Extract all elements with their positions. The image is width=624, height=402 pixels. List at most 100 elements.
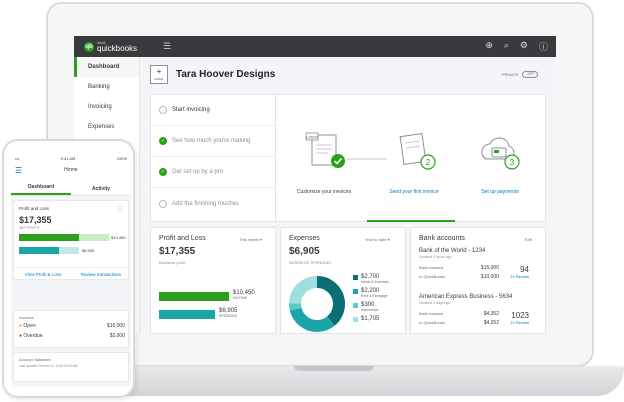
help-icon[interactable]: ⓘ [538,42,548,52]
add-logo-button[interactable]: + LOGO [150,65,168,84]
expenses-donut[interactable] [287,274,347,334]
profit-loss-card: Profit and Loss This month ▾ $17,355 Bus… [150,227,276,334]
send-invoice-icon: 2 [369,127,459,177]
company-name: Tara Hoover Designs [176,69,276,80]
step-start-invoicing[interactable]: Start invoicing [151,95,275,126]
invoice-row-overdue[interactable]: ● Overdue $2,000 [19,333,125,339]
spending-bar [19,247,59,254]
period-filter[interactable]: Year to date ▾ [365,237,390,242]
laptop-screen: qb intuit quickbooks ☰ ⊕ ⌕ ⚙ ⓘ Dashboard … [74,36,556,334]
nav-item-expenses[interactable]: Expenses [88,124,115,130]
privacy-toggle[interactable]: OFF [521,71,538,78]
check-icon: ✓ [159,168,167,176]
tab-dashboard[interactable]: Dashboard [11,184,71,195]
invoice-customize-icon: LOGO [279,127,369,177]
overdue-icon: ● [19,333,23,339]
pl-amount: $17,355 [19,215,52,225]
edit-link[interactable]: Edit [525,237,532,242]
menu-icon[interactable]: ☰ [15,165,23,175]
laptop-notch [294,366,374,371]
top-bar: qb intuit quickbooks ☰ ⊕ ⌕ ⚙ ⓘ [74,36,556,57]
open-icon: ● [19,323,23,329]
task-caption: Set up payments [481,189,519,195]
add-icon[interactable]: ⊕ [485,40,493,50]
info-icon[interactable]: ⓘ [116,207,123,213]
card-title: Profit and Loss [159,235,206,242]
step-badge: 3 [510,158,515,167]
spending-value: $6,905 [82,248,95,253]
step-circle-icon [159,199,167,208]
phone-status-bar: ••• 9:41 AM 100% [11,155,131,162]
bank-account-row[interactable]: American Express Business - 5634 Updated… [419,294,529,326]
brand-small: intuit [97,39,106,45]
qb-logo-icon: qb [84,41,94,52]
step-setup-pro[interactable]: ✓ Get set up by a pro [151,157,275,188]
step-finishing-touches[interactable]: Add the finishing touches [151,188,275,219]
balances-title: Account balances [19,357,51,362]
income-label: $10,450 INCOME [233,290,255,300]
phone-frame: ••• 9:41 AM 100% ☰ Home Dashboard Activity… [2,139,135,398]
phone-screen: ••• 9:41 AM 100% ☰ Home Dashboard Activity… [11,155,131,387]
payments-cloud-icon: 3 [455,127,545,177]
expense-legend-item[interactable]: $2,200 Rent & Mortgage [353,288,387,298]
card-title: Bank accounts [419,235,465,242]
quickbooks-logo[interactable]: qb intuit quickbooks [84,39,138,53]
brand-name: quickbooks [97,43,138,53]
privacy-toggle-group: PRIVATE OFF [502,71,538,78]
step-see-making[interactable]: ✓ See how much you're making [151,126,275,157]
spending-bar[interactable] [159,310,215,319]
bank-accounts-card: Bank accounts Edit Bank of the World - 1… [410,227,546,334]
check-icon: ✓ [159,137,167,145]
task-caption: Send your first invoice [389,189,439,195]
battery-icon: 100% [116,156,127,161]
phone-balances-card[interactable]: Account balances Last updated October 10… [13,352,129,382]
logo-label: LOGO [154,77,164,81]
spending-label: $6,905 SPENDING [219,308,238,318]
expense-legend-item[interactable]: $2,700 Meals & Entertain... [353,274,392,284]
search-icon[interactable]: ⌕ [503,40,509,50]
income-bar [19,234,79,241]
review-transactions-link[interactable]: Review transactions [80,272,122,277]
phone-tabs: Dashboard Activity [11,178,131,196]
gear-icon[interactable]: ⚙ [519,40,528,50]
profit-caption: Business profit [159,260,186,265]
logo-tag-text: LOGO [306,135,318,140]
expenses-caption: BUSINESS SPENDING [289,260,332,265]
spending-bar-remainder [59,247,79,254]
menu-icon[interactable]: ☰ [163,41,172,51]
expense-legend-item[interactable]: $300 Automotive [353,302,379,312]
task-customize-invoices[interactable]: LOGO Customize your invoices [279,127,369,195]
task-send-invoice[interactable]: 2 Send your first invoice [369,127,459,195]
step-circle-icon [159,106,167,114]
phone-title: Home [64,167,78,173]
nav-item-dashboard[interactable]: Dashboard [74,57,139,77]
pl-title: Profit and Loss [19,206,50,211]
period-filter[interactable]: This month ▾ [239,237,262,242]
view-profit-loss-link[interactable]: View Profit & Loss [24,272,62,277]
dashboard-main: + LOGO Tara Hoover Designs PRIVATE OFF St… [140,57,556,334]
net-profit-amount: $17,355 [159,246,196,257]
active-task-indicator [367,220,455,222]
pl-caption: NET PROFIT [19,226,40,230]
income-bar[interactable] [159,292,229,301]
bank-account-row[interactable]: Bank of the World - 1234 Updated 4 hours… [419,248,529,280]
invoice-row-open[interactable]: ● Open $16,000 [19,323,125,329]
setup-steps: Start invoicing ✓ See how much you're mak… [151,95,276,222]
expenses-amount: $6,905 [289,246,320,257]
nav-item-invoicing[interactable]: Invoicing [88,104,112,110]
phone-invoices-card[interactable]: Invoices ● Open $16,000 ● Overdue $2,000 [13,310,129,348]
phone-pl-card[interactable]: Profit and Loss ⓘ $17,355 NET PROFIT $10… [13,200,130,280]
phone-header: ☰ Home [11,162,131,178]
privacy-label: PRIVATE [502,72,519,77]
invoices-title: Invoices [19,315,34,320]
expenses-card: Expenses Year to date ▾ $6,905 BUSINESS … [280,227,406,334]
nav-item-banking[interactable]: Banking [88,84,110,90]
task-caption: Customize your invoices [296,189,352,195]
tab-activity[interactable]: Activity [91,186,111,192]
task-setup-payments[interactable]: 3 Set up payments [455,127,545,195]
signal-icon: ••• [15,156,20,161]
expense-legend-item[interactable]: $1,705 [353,316,379,322]
income-value: $10,450 [111,235,126,240]
income-bar-remainder [79,234,109,241]
status-time: 9:41 AM [60,156,76,161]
